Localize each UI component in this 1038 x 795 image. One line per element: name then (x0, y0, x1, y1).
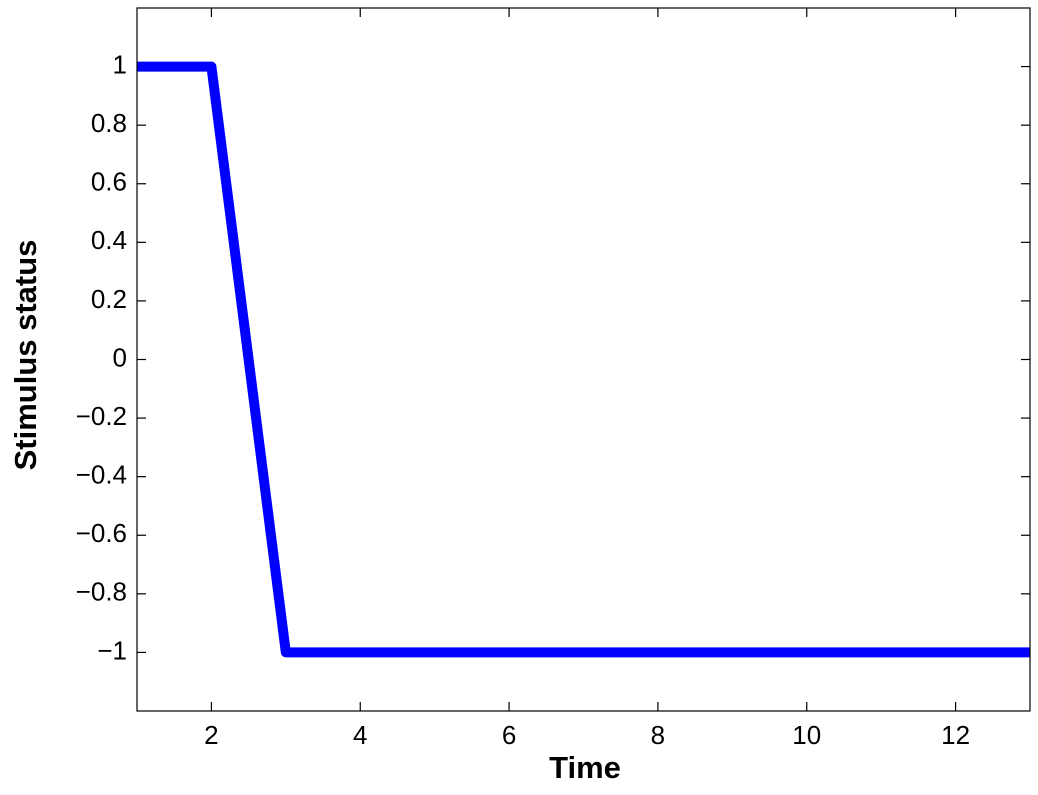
plot-frame (136, 7, 1031, 712)
y-tick-label: 1 (113, 49, 127, 79)
y-axis-label: Stimulus status (8, 240, 43, 471)
y-tick-label: −0.6 (76, 518, 127, 548)
y-tick-label: 0.4 (91, 225, 127, 255)
y-tick-label: −0.2 (76, 401, 127, 431)
x-tick-label: 2 (204, 720, 218, 750)
y-tick-label: −0.4 (76, 460, 127, 490)
x-axis-label: Time (549, 750, 621, 785)
x-tick-label: 8 (651, 720, 665, 750)
y-tick-label: −0.8 (76, 577, 127, 607)
y-tick-label: 0.6 (91, 167, 127, 197)
y-tick-label: −1 (97, 635, 127, 665)
x-tick-label: 12 (941, 720, 970, 750)
x-tick-label: 10 (792, 720, 821, 750)
y-tick-label: 0 (113, 342, 127, 372)
x-tick-label: 4 (353, 720, 367, 750)
x-tick-label: 6 (502, 720, 516, 750)
y-tick-label: 0.2 (91, 284, 127, 314)
y-tick-label: 0.8 (91, 108, 127, 138)
data-line (137, 61, 1030, 658)
